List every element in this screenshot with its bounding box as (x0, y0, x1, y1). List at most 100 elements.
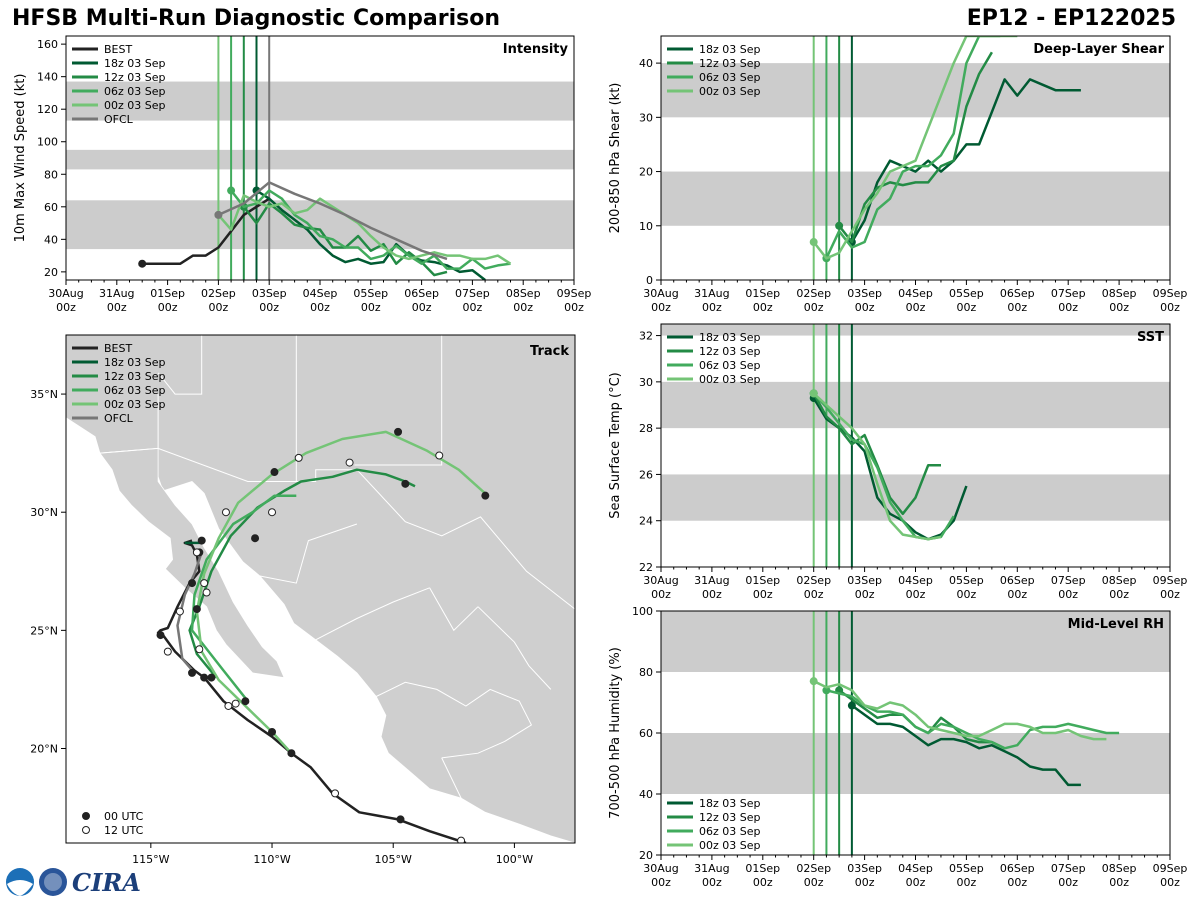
x-tick-label: 05Sep (949, 287, 984, 300)
panel-track: 115°W 110°W 105°W 100°W 20°N 25°N 30°N 35°N Trac… (30, 334, 576, 866)
legend-label: 06z 03 Sep (104, 384, 166, 397)
track-point-12utc (192, 548, 201, 557)
logo-text: CIRA (72, 867, 141, 897)
x-tick-label: 00z (310, 301, 330, 314)
x-tick-label: 00z (957, 876, 977, 889)
x-tick-label: 06Sep (1000, 574, 1035, 587)
x-tick-label: 00z (753, 876, 773, 889)
x-tick-label: 01Sep (745, 862, 780, 875)
x-tick-label: 00z (1109, 876, 1129, 889)
x-tick-label: 00z (1109, 301, 1129, 314)
y-tick-label: 30 (639, 376, 653, 389)
x-tick-label: 31Aug (694, 574, 729, 587)
x-tick-label: 09Sep (1153, 287, 1188, 300)
legend-label: 00z 03 Sep (104, 99, 166, 112)
shaded-band (661, 63, 1170, 118)
series-start-OFCL (214, 210, 223, 219)
series-start-R06 (822, 686, 831, 695)
state-border (315, 587, 430, 641)
legend-label: 00z 03 Sep (699, 85, 761, 98)
y-axis-label: 10m Max Wind Speed (kt) (13, 74, 28, 243)
shaded-band (661, 171, 1170, 226)
x-tick-label: 00z (513, 301, 533, 314)
noaa-globe-icon (6, 868, 67, 896)
legend-label: OFCL (104, 412, 134, 425)
x-tick-label: 01Sep (745, 287, 780, 300)
lon-tick-label: 115°W (132, 853, 169, 866)
track-line-R06 (190, 494, 297, 702)
series-start-R00 (809, 389, 818, 398)
x-tick-label: 00z (1160, 301, 1180, 314)
x-tick-label: 08Sep (1102, 574, 1137, 587)
x-tick-label: 30Aug (643, 862, 678, 875)
chart-title: HFSB Multi-Run Diagnostic Comparison (12, 6, 500, 31)
x-tick-label: 00z (957, 301, 977, 314)
y-tick-label: 26 (639, 468, 653, 481)
series-line-R06 (825, 36, 1001, 259)
y-tick-label: 40 (44, 233, 58, 246)
track-point-12utc (163, 647, 172, 656)
series-start-R18 (847, 701, 856, 710)
track-point-12utc (202, 588, 211, 597)
legend-label: 00z 03 Sep (104, 398, 166, 411)
track-point-12utc (224, 701, 233, 710)
track-point-00utc (188, 668, 197, 677)
x-tick-label: 00z (702, 301, 722, 314)
panel-title: SST (1137, 330, 1164, 345)
track-point-12utc (331, 789, 340, 798)
x-tick-label: 00z (855, 876, 875, 889)
y-tick-label: 20 (639, 166, 653, 179)
track-point-12utc (457, 836, 466, 843)
x-tick-label: 01Sep (150, 287, 185, 300)
x-tick-label: 00z (651, 876, 671, 889)
shaded-band (661, 381, 1170, 429)
lat-tick-label: 35°N (30, 388, 58, 401)
series-line-R00 (812, 392, 942, 541)
shaded-band (661, 733, 1170, 794)
x-tick-label: 08Sep (1102, 287, 1137, 300)
x-tick-label: 07Sep (1051, 287, 1086, 300)
track-point-00utc (192, 605, 201, 614)
legend-label: 18z 03 Sep (699, 797, 761, 810)
x-tick-label: 00z (564, 301, 584, 314)
y-tick-label: 10 (639, 220, 653, 233)
map-frame (65, 334, 576, 844)
panel-title: Deep-Layer Shear (1033, 42, 1164, 57)
x-tick-label: 00z (957, 588, 977, 601)
x-tick-label: 00z (804, 301, 824, 314)
track-point-12utc (268, 508, 277, 517)
marker-legend-label: 12 UTC (104, 824, 144, 837)
series-line-R18 (255, 189, 486, 280)
shaded-band (66, 149, 574, 170)
y-axis-label: Sea Surface Temp (°C) (608, 372, 623, 519)
x-tick-label: 06Sep (404, 287, 439, 300)
x-tick-label: 05Sep (949, 574, 984, 587)
track-point-12utc (345, 458, 354, 467)
legend-label: 12z 03 Sep (699, 345, 761, 358)
x-tick-label: 00z (412, 301, 432, 314)
legend-label: 18z 03 Sep (699, 43, 761, 56)
x-tick-label: 05Sep (949, 862, 984, 875)
state-border (259, 523, 358, 584)
track-point-12utc (175, 607, 184, 616)
legend-label: 12z 03 Sep (104, 370, 166, 383)
x-tick-label: 00z (259, 301, 279, 314)
track-point-00utc (200, 673, 209, 682)
y-tick-label: 40 (639, 57, 653, 70)
x-tick-label: 03Sep (847, 574, 882, 587)
x-tick-label: 00z (906, 876, 926, 889)
legend-label: 06z 03 Sep (699, 359, 761, 372)
series-line-R06 (230, 189, 511, 270)
track-line-R00 (195, 430, 489, 755)
y-tick-label: 0 (646, 274, 653, 287)
shaded-band (66, 81, 574, 121)
x-tick-label: 02Sep (201, 287, 236, 300)
lon-tick-label: 105°W (375, 853, 412, 866)
x-tick-label: 30Aug (643, 574, 678, 587)
track-point-00utc (156, 631, 165, 640)
state-border (477, 606, 552, 690)
state-border (429, 587, 479, 632)
x-tick-label: 30Aug (48, 287, 83, 300)
y-axis-label: 200-850 hPa Shear (kt) (608, 83, 623, 234)
lon-tick-label: 100°W (496, 853, 533, 866)
